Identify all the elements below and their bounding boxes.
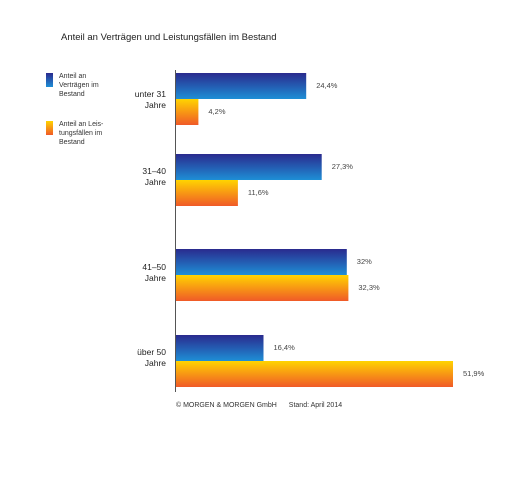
bars-group: 24,4% 4,2% 27,3% 11,6% 32% 32,3% 16,4% 51,9% bbox=[176, 73, 485, 387]
legend-label-contracts: Anteil an Verträgen im Bestand bbox=[59, 72, 129, 99]
date-text: Stand: April 2014 bbox=[288, 402, 343, 409]
legend-swatch-claims bbox=[46, 121, 53, 135]
bar-claims-0 bbox=[176, 99, 199, 125]
chart-title: Anteil an Verträgen und Leistungsfällen … bbox=[61, 32, 277, 43]
data-label-claims-2: 32,3% bbox=[358, 283, 380, 292]
legend-line: Bestand bbox=[59, 91, 85, 98]
category-line: 31–40 bbox=[142, 166, 166, 176]
category-line: Jahre bbox=[144, 100, 166, 110]
chart-footer: © MORGEN & MORGEN GmbH Stand: April 2014 bbox=[176, 402, 342, 409]
category-line: Jahre bbox=[144, 177, 166, 187]
legend-line: Bestand bbox=[59, 139, 85, 146]
legend-label-claims: Anteil an Leis- tungsfällen im Bestand bbox=[59, 120, 129, 147]
category-label-under-31: unter 31 Jahre bbox=[106, 89, 166, 111]
bar-contracts-2 bbox=[176, 249, 347, 275]
bar-claims-1 bbox=[176, 180, 238, 206]
bar-contracts-1 bbox=[176, 154, 322, 180]
category-line: unter 31 bbox=[134, 89, 166, 99]
category-line: Jahre bbox=[144, 273, 166, 283]
data-label-contracts-2: 32% bbox=[357, 257, 372, 266]
data-label-claims-1: 11,6% bbox=[248, 188, 269, 197]
category-label-31-40: 31–40 Jahre bbox=[106, 166, 166, 188]
data-label-contracts-3: 16,4% bbox=[274, 343, 296, 352]
data-label-contracts-0: 24,4% bbox=[316, 81, 338, 90]
data-label-claims-0: 4,2% bbox=[208, 107, 225, 116]
copyright-text: © MORGEN & MORGEN GmbH bbox=[176, 402, 277, 409]
category-line: Jahre bbox=[144, 358, 166, 368]
category-label-over-50: über 50 Jahre bbox=[106, 347, 166, 369]
legend-line: Verträgen im bbox=[59, 82, 99, 89]
bar-claims-2 bbox=[176, 275, 349, 301]
legend-line: tungsfällen im bbox=[59, 130, 103, 137]
data-label-claims-3: 51,9% bbox=[463, 369, 485, 378]
category-line: über 50 bbox=[137, 347, 166, 357]
legend-swatch-contracts bbox=[46, 73, 53, 87]
bar-contracts-0 bbox=[176, 73, 307, 99]
legend-line: Anteil an bbox=[59, 73, 87, 80]
bar-contracts-3 bbox=[176, 335, 264, 361]
data-label-contracts-1: 27,3% bbox=[332, 162, 354, 171]
legend-line: Anteil an Leis- bbox=[59, 121, 104, 128]
category-line: 41–50 bbox=[142, 262, 166, 272]
bar-claims-3 bbox=[176, 361, 453, 387]
category-label-41-50: 41–50 Jahre bbox=[106, 262, 166, 284]
